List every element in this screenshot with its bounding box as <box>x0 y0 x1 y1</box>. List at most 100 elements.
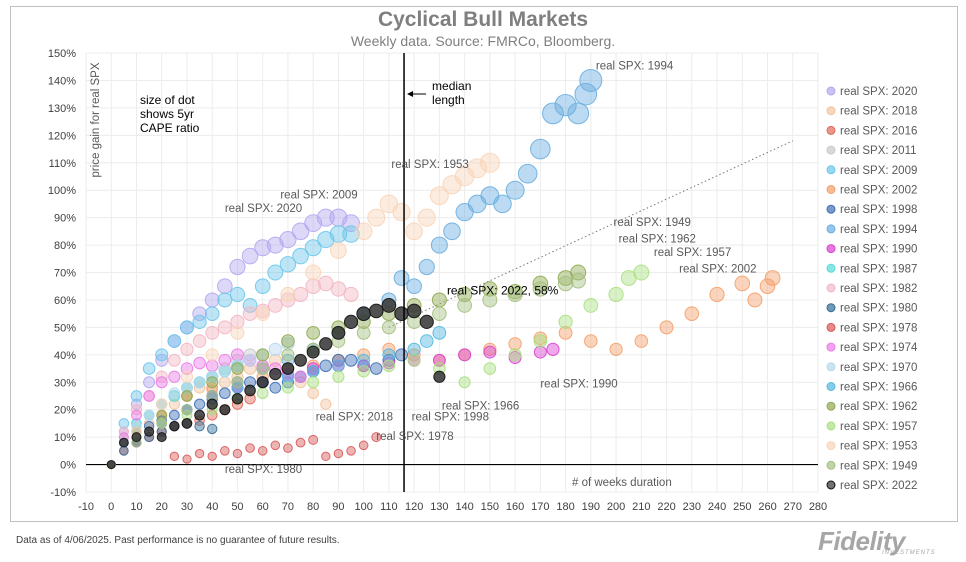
data-point <box>167 353 181 367</box>
data-point <box>217 320 232 335</box>
data-point <box>454 166 475 187</box>
series-annotation: real SPX: 1957 <box>654 247 731 259</box>
legend-label: real SPX: 1987 <box>840 263 917 275</box>
y-tick-label: 150% <box>48 48 76 60</box>
y-tick-label: 130% <box>48 103 76 115</box>
data-point <box>558 314 573 329</box>
legend-label: real SPX: 1970 <box>840 362 917 374</box>
data-point <box>256 387 269 400</box>
data-point <box>479 152 500 173</box>
data-point <box>407 353 421 367</box>
data-point <box>307 387 319 400</box>
data-point <box>281 362 295 375</box>
x-tick-label: 70 <box>282 501 294 513</box>
x-tick-label: 20 <box>156 501 168 513</box>
data-point <box>217 292 233 308</box>
data-point <box>230 325 245 340</box>
data-point <box>280 286 296 303</box>
data-point <box>194 409 205 421</box>
data-point <box>458 376 471 389</box>
series-annotation: real SPX: 1953 <box>391 159 468 171</box>
data-point <box>659 320 674 335</box>
data-point <box>256 376 269 389</box>
data-point <box>308 434 319 445</box>
x-tick-label: 10 <box>130 501 142 513</box>
data-point <box>229 286 246 303</box>
data-point <box>291 222 310 241</box>
data-point <box>192 314 207 329</box>
x-tick-label: 170 <box>531 501 549 513</box>
data-point <box>206 376 219 389</box>
data-point <box>156 398 168 410</box>
data-point <box>192 334 207 348</box>
data-point <box>432 306 447 321</box>
data-point <box>493 194 512 214</box>
data-point <box>533 345 547 359</box>
data-point <box>143 409 155 421</box>
data-point <box>346 446 356 456</box>
legend-marker <box>826 145 836 155</box>
data-point <box>130 404 142 416</box>
data-point <box>229 258 246 276</box>
data-point <box>205 325 220 340</box>
data-point <box>429 186 449 206</box>
data-point <box>533 334 548 348</box>
data-point <box>634 334 649 348</box>
data-point <box>354 222 373 241</box>
legend-label: real SPX: 1982 <box>840 283 917 295</box>
data-point <box>292 286 309 303</box>
data-point <box>106 460 116 470</box>
data-point <box>467 158 488 179</box>
x-tick-label: 190 <box>582 501 600 513</box>
data-point <box>167 334 182 348</box>
legend-marker <box>826 263 836 273</box>
data-point <box>119 446 129 456</box>
legend-marker <box>826 322 836 332</box>
data-point <box>443 222 461 241</box>
y-tick-label: 140% <box>48 75 76 87</box>
data-point <box>294 370 307 383</box>
data-point <box>430 236 448 254</box>
data-point <box>180 342 194 356</box>
y-tick-label: 50% <box>54 322 76 334</box>
data-point <box>419 334 434 348</box>
data-point <box>279 230 297 249</box>
data-point <box>144 426 155 437</box>
series-annotation: real SPX: 2022, 58% <box>447 283 559 297</box>
series-annotation: real SPX: 1990 <box>540 379 617 391</box>
data-point <box>684 306 700 321</box>
x-tick-label: 140 <box>455 501 473 513</box>
x-tick-label: 50 <box>231 501 243 513</box>
data-point <box>633 264 650 281</box>
data-point <box>330 242 347 259</box>
data-point <box>584 334 598 348</box>
y-axis-title: price gain for real SPX <box>90 62 102 177</box>
chart-title: Cyclical Bull Markets <box>377 8 589 31</box>
data-point <box>418 258 435 276</box>
data-point <box>734 275 751 292</box>
data-point <box>759 278 776 295</box>
data-point <box>306 325 321 340</box>
data-point <box>356 306 371 321</box>
data-point <box>131 409 142 421</box>
data-point <box>431 292 447 308</box>
data-point <box>255 306 270 321</box>
data-point <box>204 306 220 321</box>
legend-marker <box>826 244 836 254</box>
x-tick-label: 220 <box>657 501 675 513</box>
data-point <box>382 359 396 373</box>
data-point <box>558 325 573 340</box>
legend-label: real SPX: 2016 <box>840 125 917 137</box>
data-point <box>270 440 281 451</box>
legend-label: real SPX: 1966 <box>840 382 917 394</box>
data-point <box>292 247 309 265</box>
data-point <box>709 286 725 303</box>
data-point <box>280 292 296 308</box>
data-point <box>433 370 446 383</box>
data-point <box>319 337 333 351</box>
data-point <box>131 420 142 432</box>
data-point <box>142 362 156 375</box>
data-point <box>583 298 599 313</box>
y-tick-label: 60% <box>54 295 76 307</box>
